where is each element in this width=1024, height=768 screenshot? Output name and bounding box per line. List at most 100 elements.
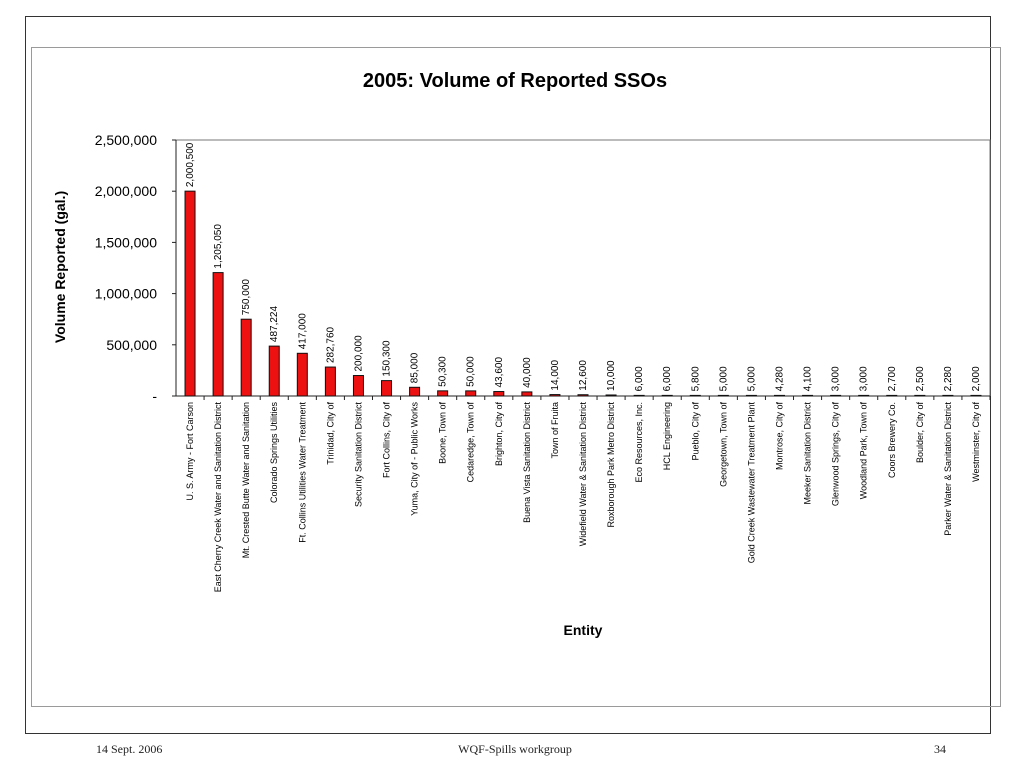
category-label: Pueblo, City of <box>690 402 700 461</box>
bar-value-label: 1,205,050 <box>213 224 224 269</box>
bar <box>240 318 252 397</box>
bar <box>324 366 336 397</box>
bar-value-label: 282,760 <box>325 326 336 363</box>
category-label: Brighton, City of <box>494 402 504 467</box>
chart-area <box>31 47 1001 707</box>
category-label: Colorado Springs Utilities <box>269 402 279 504</box>
category-label: U. S. Army - Fort Carson <box>185 402 195 501</box>
bar <box>689 394 701 397</box>
y-tick-label: 1,000,000 <box>95 286 157 302</box>
bar-value-label: 14,000 <box>550 360 561 391</box>
category-label: Widefield Water & Sanitation District <box>578 402 588 547</box>
bar-value-label: 2,700 <box>887 366 898 391</box>
bar-value-label: 417,000 <box>297 313 308 350</box>
chart-title: 2005: Volume of Reported SSOs <box>363 70 667 92</box>
bar-value-label: 2,000 <box>971 366 982 391</box>
bar <box>830 394 842 397</box>
bar-value-label: 750,000 <box>241 279 252 316</box>
bar-value-label: 85,000 <box>410 352 421 383</box>
bar-value-label: 487,224 <box>269 306 280 343</box>
category-label: Mt. Crested Butte Water and Sanitation <box>241 402 251 558</box>
y-tick-label: - <box>152 388 157 404</box>
bar-value-label: 40,000 <box>522 357 533 388</box>
y-tick-label: 500,000 <box>106 337 157 353</box>
category-label: Coors Brewery Co. <box>887 402 897 478</box>
y-tick-label: 2,500,000 <box>95 132 157 148</box>
y-tick-label: 1,500,000 <box>95 234 157 250</box>
bar-value-label: 2,000,500 <box>185 142 196 187</box>
category-label: Town of Fruita <box>550 402 560 459</box>
bar <box>184 190 196 397</box>
plot-layer: - 500,000 1,000,000 1,500,000 2,000,000 2,500… <box>95 132 991 593</box>
bar-value-label: 3,000 <box>859 366 870 391</box>
category-label: Yuma, City of - Public Works <box>410 402 420 516</box>
bar-value-label: 6,000 <box>634 366 645 391</box>
category-label: Trinidad, City of <box>325 402 335 465</box>
bar <box>352 375 364 397</box>
bar <box>268 345 280 397</box>
category-label: Buena Vista Sanitation District <box>522 402 532 523</box>
bar <box>605 394 617 397</box>
bar-value-label: 4,280 <box>774 366 785 391</box>
bar <box>549 394 561 397</box>
category-label: Gold Creek Wastewater Treatment Plant <box>746 402 756 564</box>
bar-value-label: 2,500 <box>915 366 926 391</box>
category-label: Georgetown, Town of <box>718 402 728 487</box>
category-label: Cedaredge, Town of <box>466 402 476 483</box>
bar-value-label: 150,300 <box>382 340 393 377</box>
bar <box>521 391 533 397</box>
bar-value-label: 50,300 <box>438 356 449 387</box>
bar <box>437 390 449 397</box>
y-tick-label: 2,000,000 <box>95 183 157 199</box>
bar-value-label: 4,100 <box>803 366 814 391</box>
bar <box>381 380 393 397</box>
category-label: Montrose, City of <box>774 402 784 471</box>
category-label: Woodland Park, Town of <box>859 402 869 500</box>
x-axis-label: Entity <box>564 622 603 638</box>
bar-value-label: 3,000 <box>831 366 842 391</box>
bar <box>633 394 645 397</box>
bar <box>577 394 589 397</box>
bar-value-label: 50,000 <box>466 356 477 387</box>
bar <box>970 394 982 397</box>
bar-value-label: 5,000 <box>746 366 757 391</box>
bar <box>745 394 757 397</box>
y-axis-label: Volume Reported (gal.) <box>52 191 68 343</box>
category-label: Eco Resources, Inc. <box>634 402 644 483</box>
footer-title: WQF-Spills workgroup <box>458 742 572 756</box>
category-label: Parker Water & Sanitation District <box>943 402 953 536</box>
category-label: Roxborough Park Metro District <box>606 402 616 528</box>
bar <box>858 394 870 397</box>
bar <box>296 352 308 397</box>
bar <box>942 394 954 397</box>
category-label: East Cherry Creek Water and Sanitation D… <box>213 402 223 593</box>
footer-date: 14 Sept. 2006 <box>96 742 163 756</box>
category-label: Glenwood Springs, City of <box>831 402 841 507</box>
bar <box>212 272 224 397</box>
bar-value-label: 43,600 <box>494 357 505 388</box>
category-label: HCL Engineering <box>662 402 672 470</box>
bar <box>886 394 898 397</box>
bar-value-label: 6,000 <box>662 366 673 391</box>
bar <box>773 394 785 397</box>
bar <box>465 390 477 397</box>
footer-page-number: 34 <box>934 742 946 756</box>
bar <box>661 394 673 397</box>
bar-value-label: 5,000 <box>718 366 729 391</box>
category-label: Security Sanitation District <box>353 402 363 508</box>
bar <box>409 386 421 397</box>
bar-value-label: 200,000 <box>353 335 364 372</box>
category-label: Westminster, City of <box>971 402 981 482</box>
category-label: Boulder, City of <box>915 402 925 464</box>
bar <box>493 391 505 397</box>
category-label: Boone, Town of <box>438 402 448 464</box>
bar <box>914 394 926 397</box>
bar <box>802 394 814 397</box>
bar-value-label: 2,280 <box>943 366 954 391</box>
category-label: Meeker Sanitation District <box>803 402 813 505</box>
bar-value-label: 10,000 <box>606 360 617 391</box>
category-label: Ft. Collins Utilities Water Treatment <box>297 402 307 543</box>
bar-value-label: 5,800 <box>690 366 701 391</box>
category-label: Fort Collins, City of <box>382 402 392 479</box>
